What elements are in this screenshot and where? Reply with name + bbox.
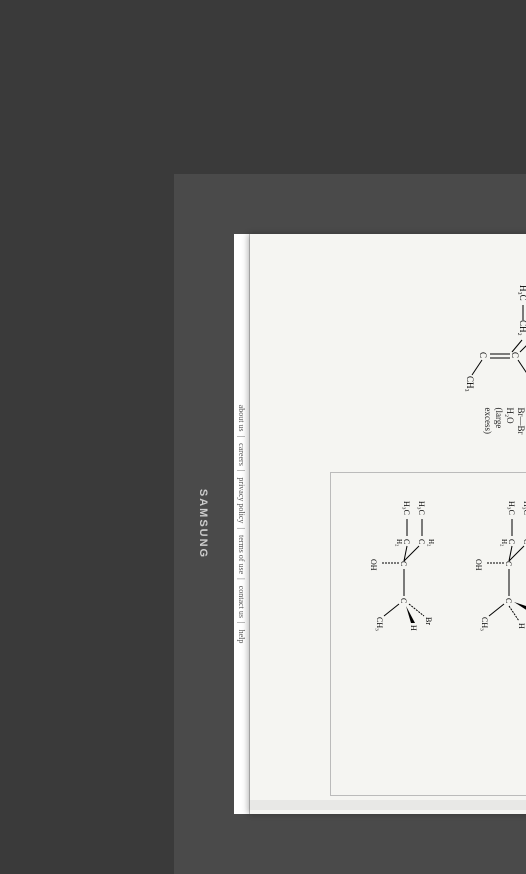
label-c-top: C (510, 352, 520, 358)
footer-privacy[interactable]: privacy policy (237, 477, 246, 523)
reactant-column: H₃C CH₂ CH₂ H₃C C C H (330, 252, 526, 462)
svg-text:C: C (399, 598, 408, 603)
reagents-block: Br—Br H₂O (large excess) (483, 408, 526, 435)
footer-links: about us| careers| privacy policy| terms… (234, 234, 250, 814)
reactant-structure: H₃C CH₂ CH₂ H₃C C C H (430, 280, 526, 400)
footer-terms[interactable]: terms of use (237, 535, 246, 574)
svg-text:CH₃: CH₃ (375, 617, 384, 631)
reagent-3: (large (495, 408, 505, 435)
svg-text:H₂: H₂ (395, 539, 403, 547)
svg-text:C: C (399, 561, 408, 566)
svg-text:OH: OH (369, 559, 378, 571)
scrollbar[interactable] (250, 800, 526, 810)
svg-text:OH: OH (474, 559, 483, 571)
question-page: ▲ The major product of this reaction exi… (250, 234, 526, 814)
footer-help[interactable]: help (237, 630, 246, 644)
svg-text:H₃C: H₃C (417, 501, 426, 515)
svg-text:C: C (522, 539, 526, 544)
device-brand: SAMSUNG (197, 489, 209, 559)
svg-text:C: C (507, 539, 516, 544)
svg-text:C: C (504, 561, 513, 566)
reagent-2: H₂O (506, 408, 516, 435)
svg-text:C: C (504, 598, 513, 603)
svg-text:Br: Br (424, 617, 433, 625)
drawing-panel[interactable]: You can quickly add condensed hydrogens … (330, 472, 526, 796)
label-ch2-b: CH₂ (518, 320, 526, 336)
svg-text:H₃C: H₃C (402, 501, 411, 515)
svg-text:C: C (402, 539, 411, 544)
footer-contact[interactable]: contact us (237, 586, 246, 618)
svg-text:H₂: H₂ (500, 539, 508, 547)
svg-text:H₃C: H₃C (507, 501, 516, 515)
label-ch3-bot: CH₃ (465, 376, 475, 392)
svg-text:H: H (517, 623, 526, 629)
products-structure: H₃C H₂ C H₃C H₂ C C OH C (354, 481, 526, 731)
label-h3c-bot: H₃C (518, 285, 526, 301)
reagent-1: Br—Br (517, 408, 526, 435)
svg-text:H: H (409, 625, 418, 631)
reagent-4: excess) (484, 408, 494, 435)
content-row: H₃C CH₂ CH₂ H₃C C C H (330, 252, 526, 796)
svg-text:CH₃: CH₃ (480, 617, 489, 631)
footer-careers[interactable]: careers (237, 443, 246, 466)
label-c-bot: C (478, 352, 488, 358)
footer-about[interactable]: about us (237, 405, 246, 432)
svg-text:C: C (417, 539, 426, 544)
svg-text:H₂: H₂ (427, 539, 435, 547)
svg-text:H₃C: H₃C (522, 501, 526, 515)
